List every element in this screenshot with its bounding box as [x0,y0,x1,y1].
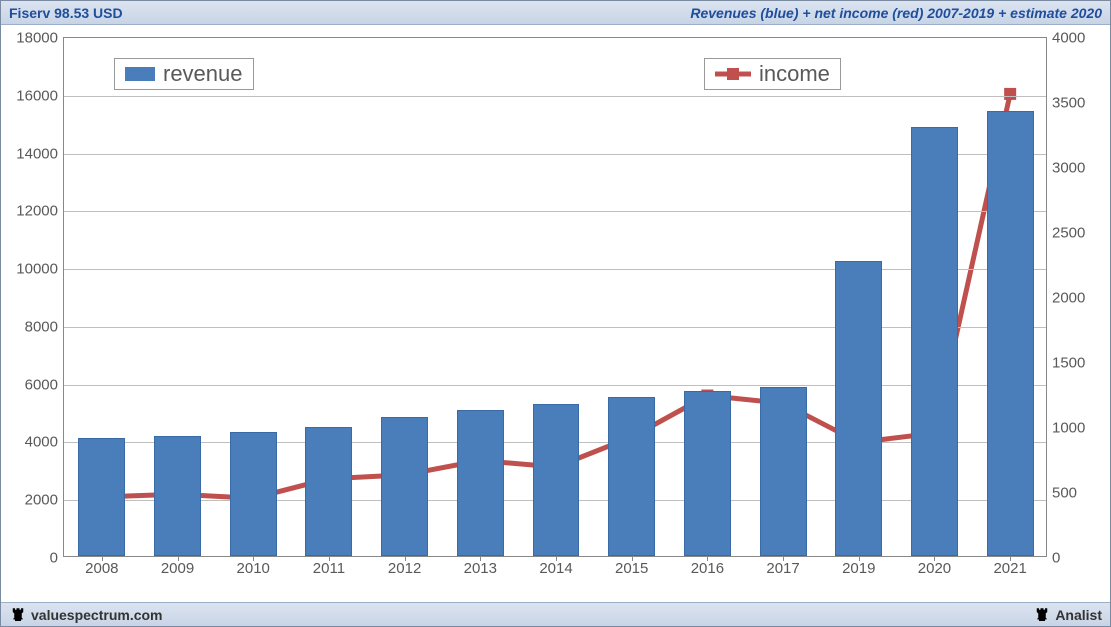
x-axis-label: 2021 [993,556,1026,577]
y-axis-left-label: 16000 [16,87,64,104]
y-axis-right-label: 2000 [1046,290,1085,307]
y-axis-right-label: 2500 [1046,225,1085,242]
grid-line [64,154,1046,155]
footer-left-text: valuespectrum.com [31,607,163,623]
y-axis-left-label: 0 [50,550,64,567]
y-axis-left-label: 14000 [16,145,64,162]
x-axis-label: 2014 [539,556,572,577]
revenue-bar [381,417,428,556]
footer-bar: valuespectrum.com Analist [1,602,1110,626]
revenue-bar [608,397,655,556]
x-axis-label: 2011 [313,556,345,577]
x-axis-label: 2009 [161,556,194,577]
revenue-bar [911,127,958,556]
revenue-bar [987,111,1034,556]
footer-left-brand: valuespectrum.com [9,606,163,624]
y-axis-left-label: 6000 [25,376,64,393]
revenue-bar [305,427,352,556]
y-axis-right-label: 0 [1046,550,1060,567]
legend-income: income [704,58,841,90]
grid-line [64,211,1046,212]
legend-revenue: revenue [114,58,254,90]
y-axis-left-label: 8000 [25,318,64,335]
x-axis-label: 2019 [842,556,875,577]
rook-icon [9,606,27,624]
x-axis-label: 2017 [766,556,799,577]
x-axis-label: 2016 [691,556,724,577]
footer-right-text: Analist [1055,607,1102,623]
revenue-bar [154,436,201,556]
grid-line [64,385,1046,386]
y-axis-right-label: 3000 [1046,160,1085,177]
y-axis-left-label: 10000 [16,261,64,278]
y-axis-right-label: 1500 [1046,355,1085,372]
y-axis-left-label: 2000 [25,492,64,509]
revenue-bar [684,391,731,556]
revenue-bar [457,410,504,556]
y-axis-right-label: 3500 [1046,95,1085,112]
y-axis-right-label: 4000 [1046,30,1085,47]
plot-region: revenue income 0200040006000800010000120… [63,37,1047,557]
revenue-bar [230,432,277,556]
legend-revenue-swatch [125,67,155,81]
rook-icon [1033,606,1051,624]
chart-card: Fiserv 98.53 USD Revenues (blue) + net i… [0,0,1111,627]
y-axis-left-label: 18000 [16,30,64,47]
legend-income-label: income [759,61,830,87]
revenue-bar [760,387,807,556]
y-axis-left-label: 4000 [25,434,64,451]
y-axis-right-label: 1000 [1046,420,1085,437]
x-axis-label: 2015 [615,556,648,577]
legend-income-swatch [715,66,751,82]
ticker-title: Fiserv 98.53 USD [9,5,123,21]
chart-subtitle: Revenues (blue) + net income (red) 2007-… [690,5,1102,21]
x-axis-label: 2013 [464,556,497,577]
revenue-bar [78,438,125,556]
revenue-bar [835,261,882,556]
x-axis-label: 2008 [85,556,118,577]
y-axis-right-label: 500 [1046,485,1077,502]
grid-line [64,327,1046,328]
grid-line [64,96,1046,97]
header-bar: Fiserv 98.53 USD Revenues (blue) + net i… [1,1,1110,25]
chart-area: revenue income 0200040006000800010000120… [1,25,1110,602]
grid-line [64,269,1046,270]
legend-revenue-label: revenue [163,61,243,87]
x-axis-label: 2012 [388,556,421,577]
y-axis-left-label: 12000 [16,203,64,220]
x-axis-label: 2010 [237,556,270,577]
footer-right-brand: Analist [1033,606,1102,624]
revenue-bar [533,404,580,556]
x-axis-label: 2020 [918,556,951,577]
